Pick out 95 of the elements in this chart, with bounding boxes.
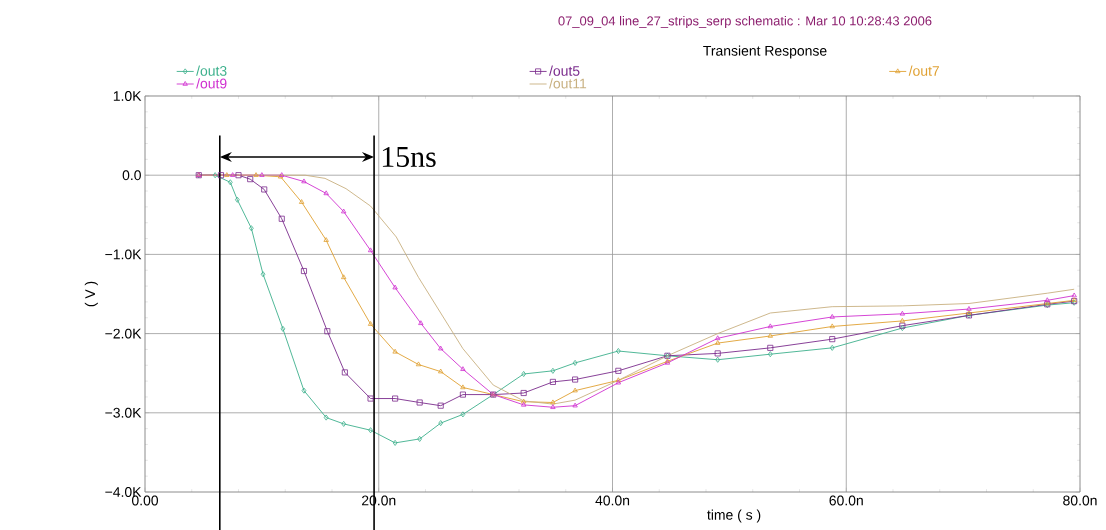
chart-title: Transient Response — [703, 45, 827, 59]
point — [324, 328, 331, 335]
point — [323, 414, 329, 421]
x-tick-label: 40.0n — [595, 495, 630, 506]
point — [341, 369, 348, 376]
point — [417, 435, 422, 442]
y-tick-label: −4.0K — [105, 487, 142, 497]
point — [298, 199, 305, 204]
legend-label: /out11 — [549, 78, 587, 89]
point — [715, 335, 721, 341]
chart-subtitle: 07_09_04 line_27_strips_serp schematic : Mar 10 10:28:43 2006 — [558, 15, 932, 29]
point — [212, 172, 218, 179]
y-tick-label: 0.0 — [122, 170, 141, 181]
point — [341, 274, 347, 280]
point — [829, 344, 835, 351]
point — [227, 179, 233, 186]
legend-label: /out7 — [908, 65, 940, 76]
point — [415, 361, 422, 367]
point — [550, 367, 556, 374]
point — [550, 399, 556, 405]
point — [438, 368, 444, 374]
point — [767, 344, 774, 351]
point — [899, 310, 905, 316]
point — [966, 310, 972, 315]
x-tick-label: 80.0n — [1063, 495, 1097, 506]
point — [341, 420, 347, 427]
point — [715, 356, 721, 363]
point — [217, 172, 224, 179]
annotation: 15ns — [382, 146, 436, 167]
point — [259, 172, 265, 177]
point — [572, 359, 578, 366]
point — [392, 439, 398, 446]
point — [234, 196, 240, 203]
point — [615, 367, 622, 374]
point — [714, 350, 721, 357]
point — [260, 271, 266, 278]
point — [829, 336, 836, 343]
point — [767, 351, 773, 358]
y-tick-label: −1.0K — [105, 249, 142, 260]
point — [549, 378, 556, 385]
point — [438, 345, 444, 351]
point — [829, 313, 835, 319]
point — [367, 247, 374, 253]
x-tick-label: 60.0n — [829, 495, 863, 506]
point — [715, 340, 721, 345]
x-tick-label: 0.00 — [131, 495, 159, 506]
point — [235, 172, 242, 179]
point — [767, 332, 773, 338]
point — [521, 371, 527, 377]
point — [392, 284, 398, 290]
y-tick-label: −2.0K — [105, 328, 142, 339]
point — [367, 395, 374, 402]
point — [767, 323, 773, 329]
legend-label: /out9 — [196, 78, 227, 89]
point — [301, 178, 307, 184]
point — [368, 427, 373, 434]
point — [572, 387, 578, 393]
point — [572, 402, 578, 408]
point — [323, 190, 329, 196]
point — [966, 306, 972, 311]
point — [460, 411, 466, 418]
legend-label: /out3 — [196, 65, 227, 76]
point — [261, 186, 268, 193]
point — [899, 317, 905, 323]
point — [300, 268, 307, 275]
point — [829, 323, 835, 329]
point — [323, 237, 329, 242]
x-axis-title: time ( s ) — [707, 509, 761, 523]
point — [224, 172, 230, 177]
point — [616, 348, 621, 355]
point — [341, 208, 347, 214]
point — [520, 390, 527, 396]
point — [230, 172, 236, 177]
point — [249, 225, 254, 232]
point — [416, 399, 423, 406]
point — [247, 176, 254, 183]
point — [460, 366, 466, 371]
point — [460, 384, 466, 390]
point — [280, 325, 286, 332]
y-tick-label: −3.0K — [105, 407, 142, 418]
y-axis-title: ( V ) — [84, 281, 98, 307]
point — [437, 402, 444, 409]
point — [550, 404, 556, 409]
point — [392, 348, 398, 354]
point — [438, 420, 444, 427]
point — [301, 387, 307, 394]
point — [459, 391, 466, 398]
point — [278, 215, 285, 222]
point — [367, 321, 374, 326]
y-tick-label: 1.0K — [113, 91, 142, 101]
legend-label: /out5 — [549, 65, 580, 76]
point — [392, 395, 399, 402]
point — [418, 320, 424, 325]
point — [253, 172, 259, 177]
point — [572, 376, 579, 383]
